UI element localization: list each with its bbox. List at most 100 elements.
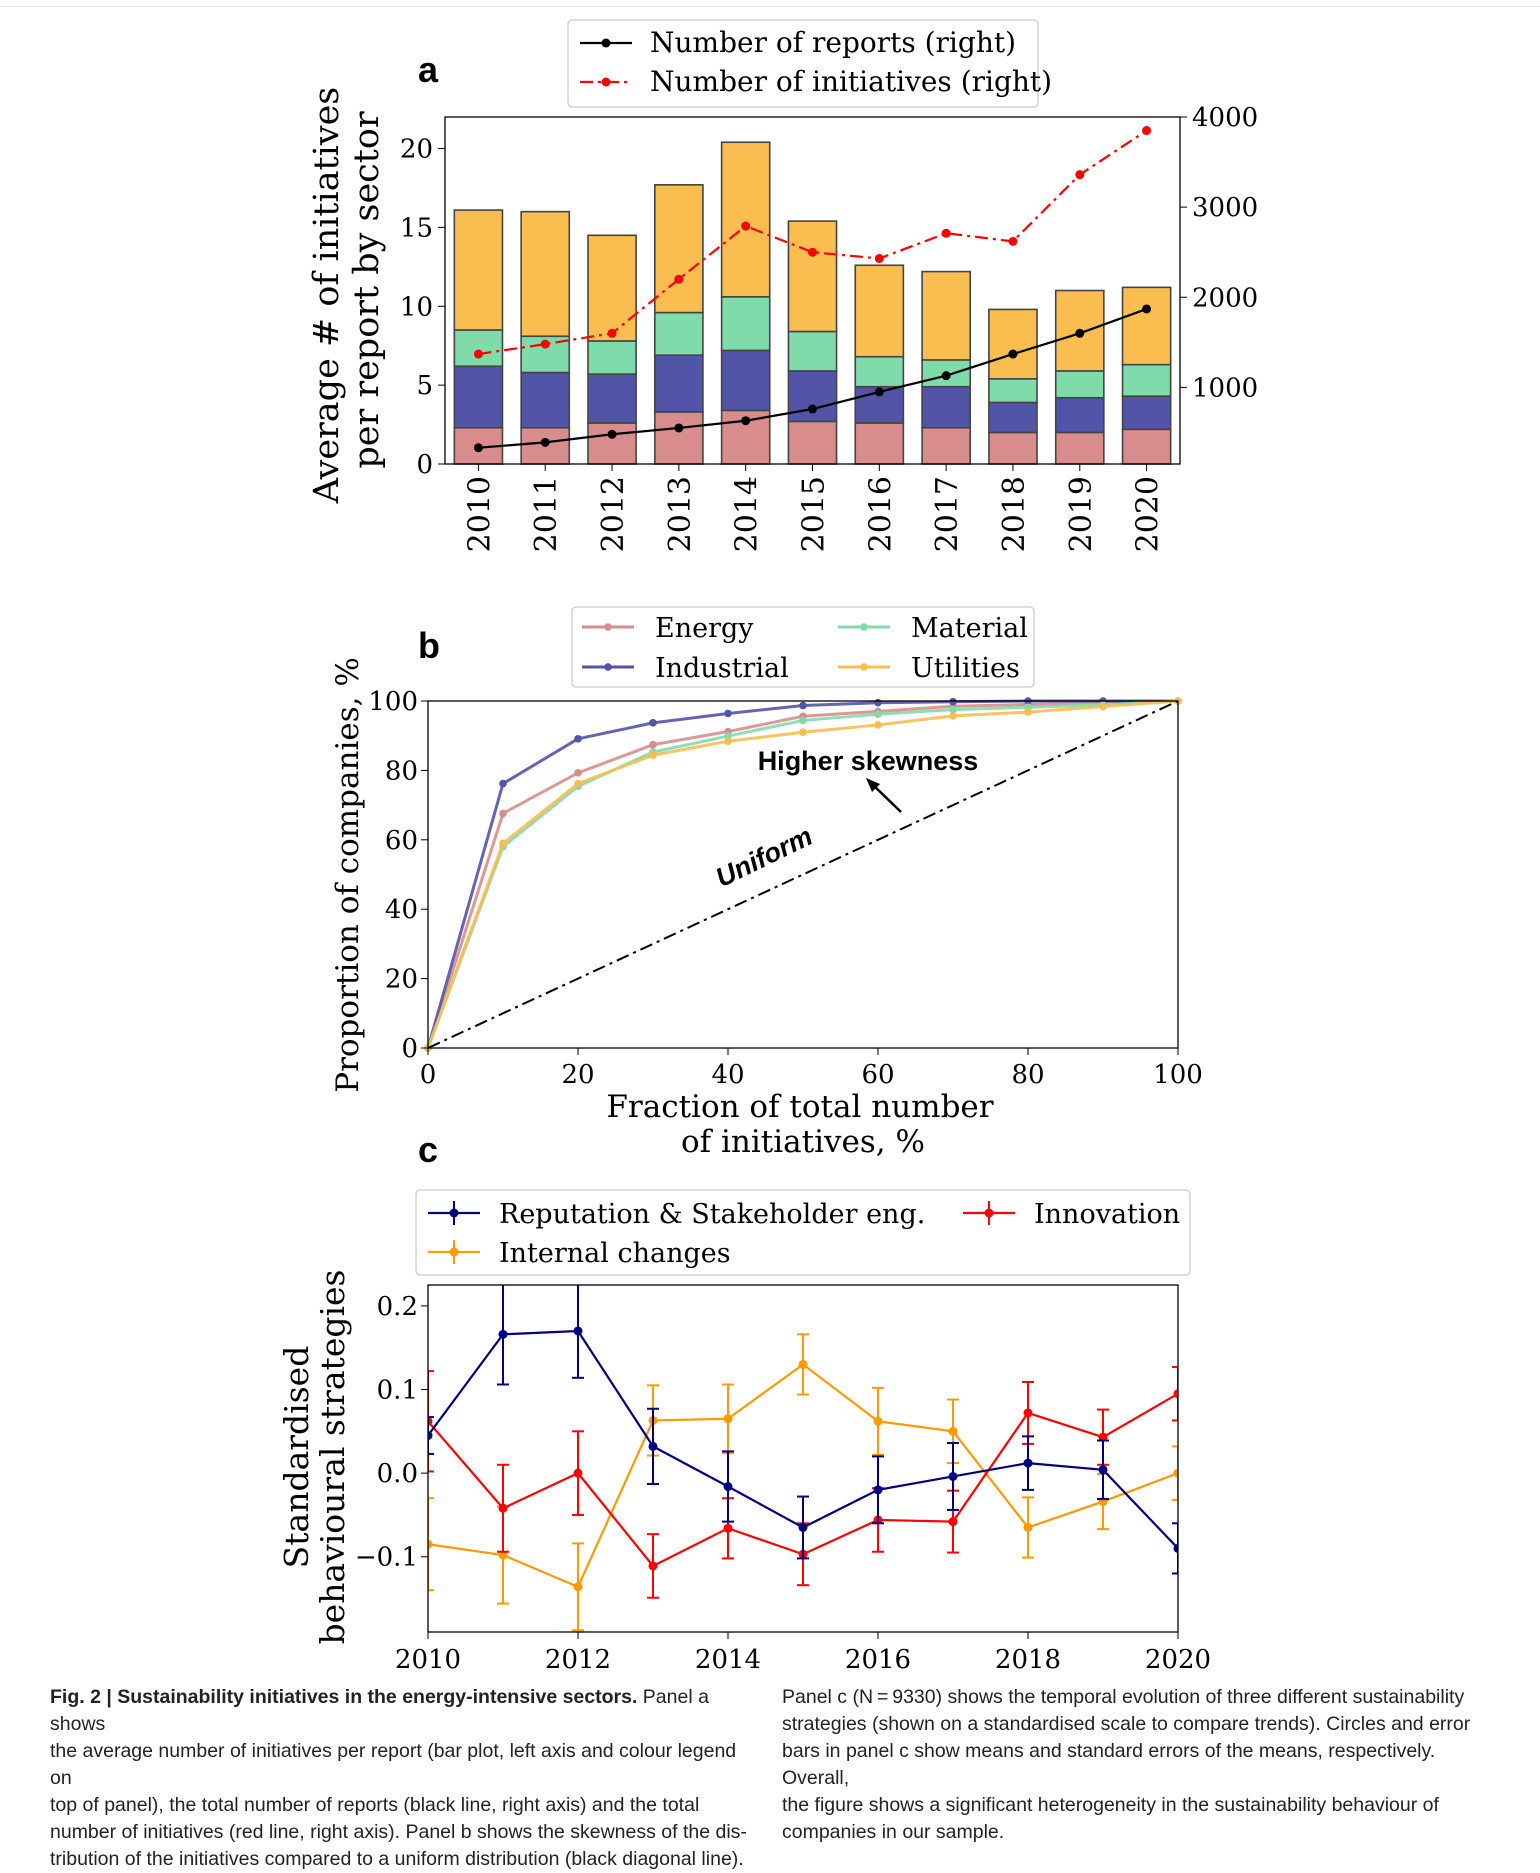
xtick-label-2013: 2013 [663, 476, 698, 552]
caption-first-line: Fig. 2 | Sustainability initiatives in t… [50, 1684, 760, 1738]
xtick-label-2017: 2017 [930, 476, 965, 552]
point-innovation-2018 [1023, 1408, 1033, 1418]
bar-2020-s1 [1121, 395, 1172, 431]
ytick-label-b: 100 [368, 687, 418, 717]
point-utilities-40 [724, 737, 732, 746]
point-innovation-2014 [723, 1523, 733, 1533]
initiatives-point-2012 [607, 328, 617, 338]
ytick-label-c: 0.1 [377, 1376, 418, 1406]
caption-right: Panel c (N = 9330) shows the temporal ev… [782, 1684, 1502, 1846]
caption-line: tribution of the initiatives compared to… [50, 1848, 744, 1870]
point-innovation-2019 [1098, 1432, 1108, 1442]
initiatives-point-2016 [874, 254, 884, 264]
ytick-label-b: 20 [385, 965, 418, 995]
point-utilities-90 [1099, 702, 1107, 711]
ytick-label-right: 2000 [1192, 283, 1258, 313]
point-material-50 [799, 716, 807, 725]
caption-line: bars in panel c show means and standard … [782, 1740, 1436, 1789]
bar-2017-s1 [921, 385, 971, 429]
caption-line: top of panel), the total number of repor… [50, 1794, 700, 1816]
xtick-label-b: 20 [561, 1060, 594, 1090]
xlabel-b-line1: Fraction of total number [606, 1089, 993, 1125]
point-reputation-2016 [873, 1485, 883, 1495]
bar-2018-s2 [988, 378, 1038, 404]
panel-label-b: b [418, 625, 440, 666]
point-reputation-2010 [428, 1431, 433, 1441]
annotation-higher-skewness: Higher skewness [758, 746, 979, 776]
point-internal-2014 [723, 1414, 733, 1424]
bar-2019-s1 [1054, 396, 1105, 434]
reports-point-2018 [1008, 349, 1018, 359]
panel-label-c: c [418, 1129, 438, 1170]
point-innovation-2017 [948, 1517, 958, 1527]
reports-point-2012 [607, 429, 617, 439]
xtick-label-c: 2018 [995, 1645, 1061, 1675]
xtick-label-b: 60 [861, 1060, 894, 1090]
initiatives-point-2018 [1008, 236, 1018, 246]
legend-innovation-label: Innovation [1034, 1199, 1180, 1230]
legend-a-box [567, 19, 1039, 108]
point-internal-2017 [948, 1426, 958, 1436]
bar-2019-s2 [1054, 370, 1105, 399]
ytick-label-left: 20 [400, 135, 433, 165]
xtick-label-b: 0 [420, 1060, 437, 1090]
legend-internal-marker [449, 1247, 459, 1257]
xlabel-b-line2: of initiatives, % [681, 1124, 925, 1160]
point-internal-2012 [573, 1582, 583, 1592]
bar-2010-s2 [453, 329, 504, 368]
reports-point-2015 [808, 404, 817, 414]
reports-point-2013 [674, 423, 684, 433]
xtick-label-b: 80 [1011, 1060, 1044, 1090]
bar-2020-s2 [1121, 363, 1172, 397]
point-industrial-50 [799, 701, 807, 710]
point-energy-10 [499, 809, 507, 818]
initiatives-line [478, 129, 1148, 356]
initiatives-point-2019 [1075, 170, 1085, 180]
legend-material-marker [860, 623, 868, 631]
initiatives-point-2010 [473, 349, 483, 359]
point-innovation-2020 [1173, 1389, 1178, 1399]
xtick-label-c: 2020 [1145, 1645, 1211, 1675]
point-utilities-20 [574, 779, 582, 788]
ytick-label-left: 0 [416, 450, 433, 480]
caption-first-suffix: Panel a shows [50, 1686, 709, 1735]
caption-left: Fig. 2 | Sustainability initiatives in t… [50, 1684, 760, 1873]
bar-2013-s2 [654, 311, 704, 356]
annotation-arrow-head [866, 778, 880, 792]
point-energy-30 [649, 740, 657, 749]
bar-2012-s3 [587, 234, 637, 342]
point-material-70 [949, 705, 957, 714]
point-utilities-30 [649, 751, 657, 759]
ytick-label-right: 3000 [1192, 193, 1258, 223]
point-industrial-30 [649, 719, 657, 727]
reports-point-2010 [473, 443, 483, 453]
caption-line: the average number of initiatives per re… [50, 1740, 737, 1789]
panel-a: a 0 5 10 15 20 1000 2000 3000 4000 2010 2011 2012 201… [307, 19, 1258, 552]
bar-2014-s1 [720, 349, 771, 412]
point-reputation-2015 [798, 1522, 808, 1532]
bar-2018-s3 [988, 308, 1038, 380]
annotation-arrow-shaft [871, 783, 902, 813]
legend-industrial-label: Industrial [655, 653, 789, 684]
plot-frame-b [427, 700, 1179, 1049]
point-material-40 [724, 732, 732, 740]
ytick-label-c: 0.0 [377, 1459, 418, 1489]
bar-2010-s3 [453, 209, 504, 331]
initiatives-point-2013 [674, 274, 684, 284]
bar-2012-s2 [587, 340, 637, 375]
ytick-label-left: 15 [400, 213, 433, 243]
top-divider [0, 6, 1540, 7]
xtick-label-2012: 2012 [596, 476, 631, 552]
point-utilities-60 [874, 721, 882, 729]
ylabel-c-line2: behavioural strategies [313, 1270, 352, 1645]
bar-2016-s0 [854, 422, 905, 465]
point-industrial-40 [724, 709, 732, 718]
panel-c: c −0.1 0.0 0.1 0.2 2010 2012 2014 2016 2018 2020 St… [277, 1129, 1211, 1675]
annotation-uniform: Uniform [711, 821, 817, 893]
bar-2014-s3 [720, 141, 771, 298]
point-internal-2010 [428, 1539, 433, 1549]
xtick-label-c: 2014 [695, 1645, 761, 1675]
series-group-c [428, 1285, 1178, 1632]
bar-2013-s3 [654, 184, 704, 314]
